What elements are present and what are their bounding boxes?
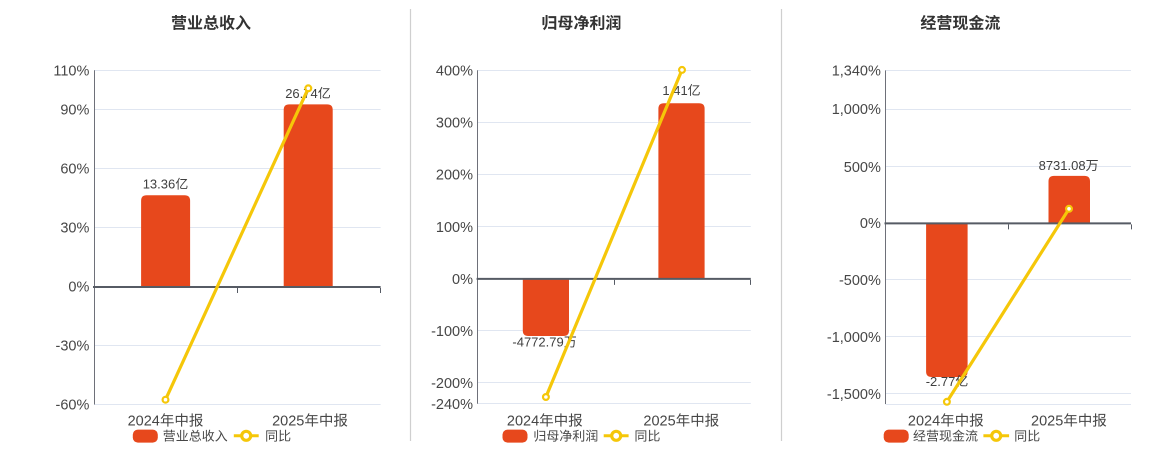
svg-text:-100%: -100% [431,324,473,340]
svg-text:500%: 500% [844,160,881,176]
svg-text:100%: 100% [436,220,473,236]
svg-text:60%: 60% [60,162,89,178]
svg-text:-1,500%: -1,500% [827,387,881,403]
svg-text:-500%: -500% [839,273,881,289]
svg-text:2025: 2025 [1031,414,1063,430]
svg-text:-240%: -240% [431,397,473,413]
svg-text:1,340%: 1,340% [832,64,881,80]
svg-text:-30%: -30% [56,339,90,355]
svg-text:1,000%: 1,000% [832,102,881,118]
svg-text:-200%: -200% [431,376,473,392]
svg-text:110%: 110% [53,63,89,79]
svg-text:8731.08: 8731.08 [1039,158,1086,173]
svg-text:2024: 2024 [507,414,539,430]
svg-text:2024: 2024 [128,414,160,430]
svg-text:0%: 0% [68,280,89,296]
svg-text:90%: 90% [60,103,89,119]
svg-text:-2.77: -2.77 [926,374,956,389]
svg-text:-4772.79: -4772.79 [512,335,563,350]
svg-text:-60%: -60% [56,398,90,414]
svg-text:-1,000%: -1,000% [827,330,881,346]
svg-text:400%: 400% [436,63,473,79]
svg-text:0%: 0% [452,272,473,288]
svg-text:2024: 2024 [908,414,940,430]
svg-text:300%: 300% [436,116,473,132]
svg-text:2025: 2025 [272,414,304,430]
svg-text:2025: 2025 [643,414,675,430]
svg-text:26.74: 26.74 [285,86,318,101]
svg-text:200%: 200% [436,168,473,184]
svg-text:13.36: 13.36 [143,177,176,192]
svg-text:30%: 30% [60,221,89,237]
svg-text:0%: 0% [860,216,881,232]
